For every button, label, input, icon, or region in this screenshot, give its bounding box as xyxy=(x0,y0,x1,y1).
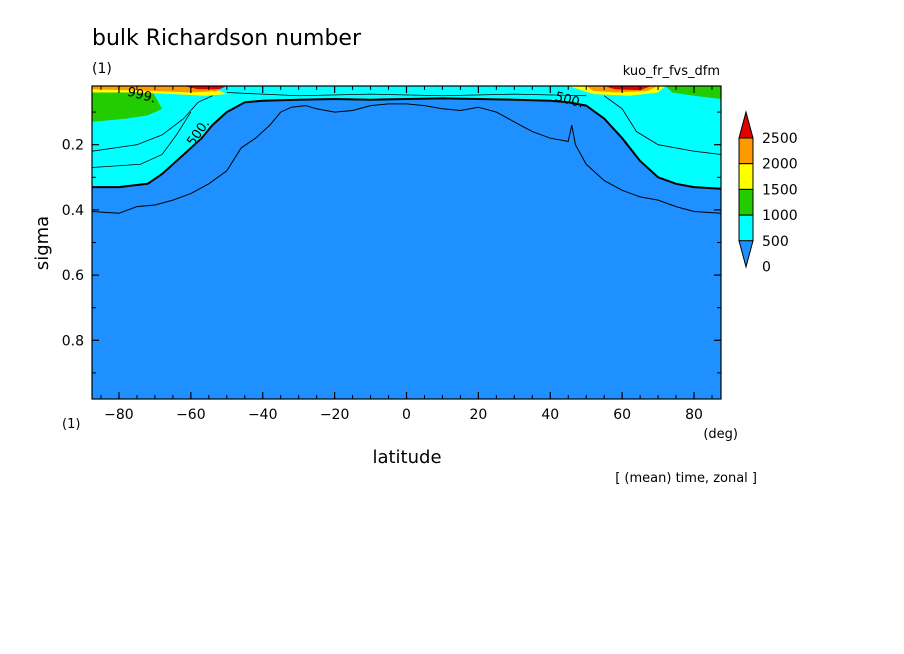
x-tick-label-0: −80 xyxy=(104,407,134,423)
contour-band-2500-south xyxy=(183,86,227,90)
y-tick-label-1: 0.4 xyxy=(62,203,84,219)
x-tick-label-8: 80 xyxy=(685,407,703,423)
chart-title: bulk Richardson number xyxy=(92,26,362,51)
colorbar-swatch-3 xyxy=(738,214,754,242)
x-tick-label-4: 0 xyxy=(402,407,411,423)
y-tick-label-0: 0.2 xyxy=(62,138,84,154)
contour-line-thin-0 xyxy=(91,95,213,152)
contour-line-thin-2 xyxy=(603,95,722,155)
x-tick-label-6: 40 xyxy=(541,407,559,423)
x-tick-label-1: −60 xyxy=(176,407,206,423)
y-axis-unit: (1) xyxy=(62,417,80,432)
y-tick-label-3: 0.8 xyxy=(62,333,84,349)
colorbar-label-3: 1000 xyxy=(762,208,798,224)
x-axis-label: latitude xyxy=(372,447,441,468)
x-tick-label-7: 60 xyxy=(613,407,631,423)
colorbar-label-4: 500 xyxy=(762,234,789,250)
contour-label-2: 500. xyxy=(553,90,585,112)
contour-label-0: 999. xyxy=(126,85,158,107)
plot-area: 999.500.500.−80 −60 −40 −20 0 20 40 60 800.20.40… xyxy=(62,85,722,423)
x-tick-label-3: −20 xyxy=(320,407,350,423)
contour-line-thin-3 xyxy=(226,92,587,97)
colorbar-label-2: 1500 xyxy=(762,182,798,198)
colorbar-extend-top xyxy=(738,110,754,139)
y-axis-label: sigma xyxy=(32,216,53,270)
y-tick-label-2: 0.6 xyxy=(62,268,84,284)
colorbar-swatch-0 xyxy=(738,137,754,165)
colorbar-swatch-1 xyxy=(738,163,754,190)
colorbar-label-0: 2500 xyxy=(762,131,798,147)
contour-line-250 xyxy=(91,103,722,214)
colorbar-label-1: 2000 xyxy=(762,157,798,173)
contour-line-thin-1 xyxy=(91,111,192,168)
contour-band-2000-2500-south xyxy=(92,86,220,93)
contour-band-1000-1500-north xyxy=(665,86,721,100)
contour-band-1000-1500-south xyxy=(92,86,163,122)
contour-line-500 xyxy=(92,97,722,190)
chart-note: [ (mean) time, zonal ] xyxy=(615,471,757,486)
colorbar-swatch-2 xyxy=(738,188,754,216)
contour-band-2500-north xyxy=(604,86,651,91)
colorbar-extend-bottom xyxy=(738,240,754,269)
chart-subtitle-right: kuo_fr_fvs_dfm xyxy=(623,64,720,79)
chart-subtitle-left: (1) xyxy=(92,61,112,77)
colorbar-label-5: 0 xyxy=(762,260,771,276)
x-tick-label-2: −40 xyxy=(248,407,278,423)
x-tick-label-5: 20 xyxy=(469,407,487,423)
x-axis-unit: (deg) xyxy=(703,427,738,442)
colorbar: 2500 2000 1500 1000 500 0 xyxy=(738,110,798,276)
